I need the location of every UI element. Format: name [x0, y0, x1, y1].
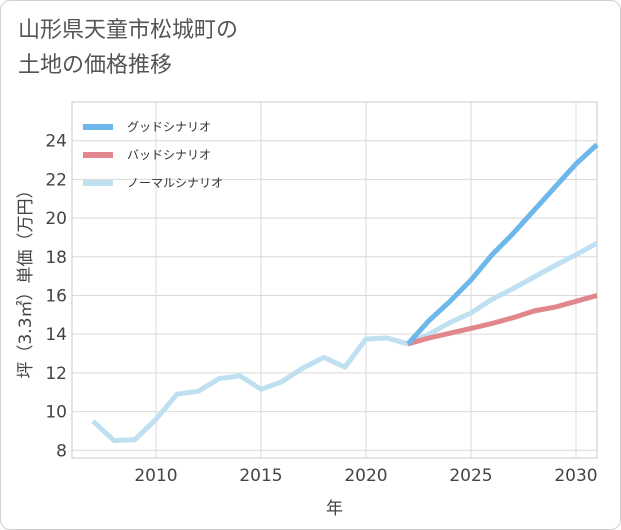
y-tick-label: 18	[45, 248, 67, 268]
chart-title-line-1: 山形県天童市松城町の	[18, 18, 239, 43]
legend-label: バッドシナリオ	[127, 148, 211, 162]
y-tick-label: 16	[45, 286, 67, 306]
series-line-2	[91, 241, 599, 444]
legend-label: ノーマルシナリオ	[127, 176, 223, 190]
y-tick-label: 14	[45, 325, 67, 345]
series-layer	[91, 142, 599, 444]
x-tick-labels: 2010 2015 2020 2025 2030	[134, 466, 597, 486]
y-tick-labels: 8 10 12 14 16 18 20 22 24	[45, 132, 67, 462]
x-tick-label: 2025	[449, 466, 492, 486]
x-tick-label: 2015	[239, 466, 282, 486]
y-tick-label: 12	[45, 364, 67, 384]
y-tick-label: 22	[45, 170, 67, 190]
series-line-1	[407, 293, 598, 347]
legend-label: グッドシナリオ	[127, 120, 211, 134]
y-tick-label: 8	[56, 441, 67, 461]
x-tick-label: 2030	[554, 466, 597, 486]
series-line-0	[406, 142, 599, 346]
x-axis-label: 年	[326, 499, 343, 519]
x-tick-label: 2020	[344, 466, 387, 486]
y-tick-label: 24	[45, 132, 67, 152]
chart-title-line-2: 土地の価格推移	[18, 53, 173, 78]
x-tick-label: 2010	[134, 466, 177, 486]
y-axis-label: 坪（3.3㎡）単価（万円）	[16, 181, 36, 378]
y-tick-label: 20	[45, 209, 67, 229]
plot-area-frame	[71, 101, 598, 459]
y-tick-label: 10	[45, 403, 67, 423]
vertical-gridlines	[155, 102, 577, 458]
chart-title: 山形県天童市松城町の 土地の価格推移	[18, 13, 238, 83]
